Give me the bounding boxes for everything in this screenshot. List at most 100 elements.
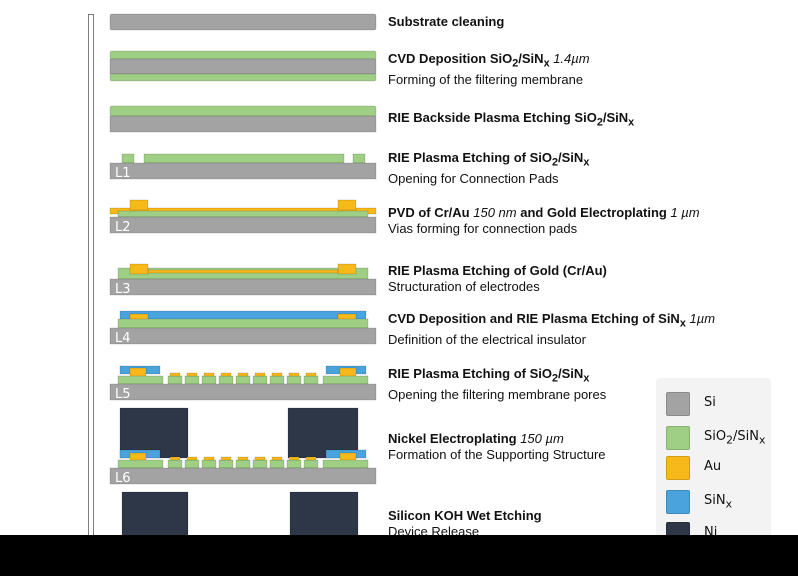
membrane-segment [218, 459, 234, 469]
membrane-segment [352, 153, 366, 164]
gold-electrode-segment [220, 456, 232, 461]
step-title: RIE Plasma Etching of SiO2/SiNx [388, 366, 590, 385]
si-substrate [109, 13, 377, 31]
step-title: Nickel Electroplating 150 µm [388, 431, 564, 446]
membrane-segment [235, 459, 251, 469]
si-substrate [109, 58, 377, 75]
stage-4-wafer: L1 [109, 153, 377, 181]
membrane-segment [167, 459, 183, 469]
membrane-segment [269, 375, 285, 385]
membrane-segment [322, 375, 369, 385]
step-8-text: RIE Plasma Etching of SiO2/SiNx Opening … [388, 366, 606, 403]
stage-3-wafer [109, 105, 377, 133]
membrane-segment [252, 459, 268, 469]
membrane-segment [143, 153, 345, 164]
membrane-layer [117, 318, 369, 329]
membrane-segment [121, 153, 135, 164]
nickel-support [119, 407, 189, 459]
gold-electrode-segment [288, 456, 300, 461]
black-bottom-bar [0, 535, 798, 576]
layer-label: L5 [115, 387, 131, 402]
stage-5-wafer: L2 [109, 199, 377, 235]
legend-swatch [666, 490, 690, 514]
membrane-segment [184, 375, 200, 385]
step-description: Formation of the Supporting Structure [388, 447, 606, 462]
gold-electrode [147, 269, 339, 274]
gold-electrode-segment [254, 372, 266, 377]
legend-label: Si [704, 395, 716, 410]
gold-electrode-segment [305, 456, 317, 461]
layer-label: L4 [115, 331, 131, 346]
step-title: PVD of Cr/Au 150 nm and Gold Electroplat… [388, 205, 700, 220]
si-substrate [109, 115, 377, 133]
membrane-segment [252, 375, 268, 385]
membrane-segment [235, 375, 251, 385]
step-title: CVD Deposition SiO2/SiNx 1.4µm [388, 51, 590, 70]
membrane-segment [286, 459, 302, 469]
membrane-segment [201, 459, 217, 469]
membrane-top [109, 50, 377, 60]
gold-electrode-segment [254, 456, 266, 461]
layer-label: L6 [115, 471, 131, 486]
gold-electrode-segment [237, 456, 249, 461]
membrane-segment [167, 375, 183, 385]
gold-electrode-segment [169, 372, 181, 377]
gold-pad [129, 199, 149, 211]
step-title: Silicon KOH Wet Etching [388, 508, 542, 523]
layer-label: L2 [115, 220, 131, 235]
membrane-segment [117, 459, 164, 469]
gold-electrode-segment [271, 456, 283, 461]
step-title: RIE Plasma Etching of Gold (Cr/Au) [388, 263, 607, 278]
step-description: Forming of the filtering membrane [388, 71, 584, 87]
membrane-segment [269, 459, 285, 469]
gold-electrode-segment [169, 456, 181, 461]
step-description: Structuration of electrodes [388, 279, 540, 294]
membrane-segment [303, 375, 319, 385]
membrane-segment [303, 459, 319, 469]
layer-label: L3 [115, 282, 131, 297]
flow-rail [88, 14, 94, 544]
stage-1-wafer [109, 13, 377, 31]
nickel-support [289, 491, 359, 543]
step-description: Definition of the electrical insulator [388, 331, 586, 347]
membrane-segment [218, 375, 234, 385]
step-title: Substrate cleaning [388, 14, 505, 29]
step-2-text: CVD Deposition SiO2/SiNx 1.4µm Forming o… [388, 51, 590, 88]
legend-swatch [666, 392, 690, 416]
gold-pad [337, 263, 357, 275]
stage-10-wafer [121, 491, 359, 543]
si-substrate [109, 216, 377, 234]
stage-8-wafer: L5 [109, 365, 377, 402]
gold-pad [337, 199, 357, 211]
legend-label: SiO2/SiNx [704, 429, 766, 447]
membrane-layer [117, 210, 369, 218]
step-9-text: Nickel Electroplating 150 µm Formation o… [388, 431, 606, 463]
step-title: CVD Deposition and RIE Plasma Etching of… [388, 311, 716, 330]
step-4-text: RIE Plasma Etching of SiO2/SiNx Opening … [388, 150, 589, 187]
membrane-top [109, 105, 377, 117]
stage-9-wafer: L6 [109, 407, 377, 486]
si-substrate [109, 278, 377, 296]
step-title: RIE Backside Plasma Etching SiO2/SiNx [388, 110, 635, 129]
membrane-segment [286, 375, 302, 385]
membrane-bottom [109, 73, 377, 82]
step-description: Opening for Connection Pads [388, 170, 559, 186]
si-substrate [109, 162, 377, 180]
membrane-segment [201, 375, 217, 385]
gold-electrode-segment [305, 372, 317, 377]
gold-electrode-segment [186, 372, 198, 377]
gold-pad [129, 263, 149, 275]
cross-section-diagram: L1 L2 L3 L4 [109, 13, 377, 543]
gold-electrode-segment [220, 372, 232, 377]
membrane-segment [322, 459, 369, 469]
si-substrate [109, 467, 377, 485]
membrane-segment [184, 459, 200, 469]
nickel-support [121, 491, 189, 543]
step-7-text: CVD Deposition and RIE Plasma Etching of… [388, 311, 715, 348]
step-title: RIE Plasma Etching of SiO2/SiNx [388, 150, 590, 169]
membrane-pores [117, 372, 369, 385]
legend-label: SiNx [704, 493, 733, 511]
si-substrate [109, 383, 377, 401]
membrane-pores [117, 456, 369, 469]
gold-electrode-segment [288, 372, 300, 377]
